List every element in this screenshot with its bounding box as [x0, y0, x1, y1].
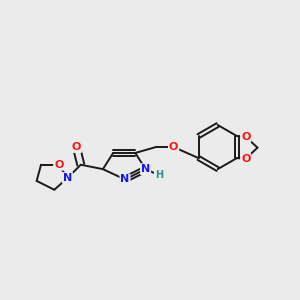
Text: O: O — [54, 160, 63, 170]
Text: O: O — [72, 142, 81, 152]
Text: O: O — [169, 142, 178, 152]
Text: H: H — [155, 170, 163, 180]
Text: N: N — [141, 164, 150, 174]
Text: O: O — [241, 132, 250, 142]
Text: N: N — [63, 173, 72, 183]
Text: O: O — [241, 154, 250, 164]
Text: N: N — [120, 174, 130, 184]
